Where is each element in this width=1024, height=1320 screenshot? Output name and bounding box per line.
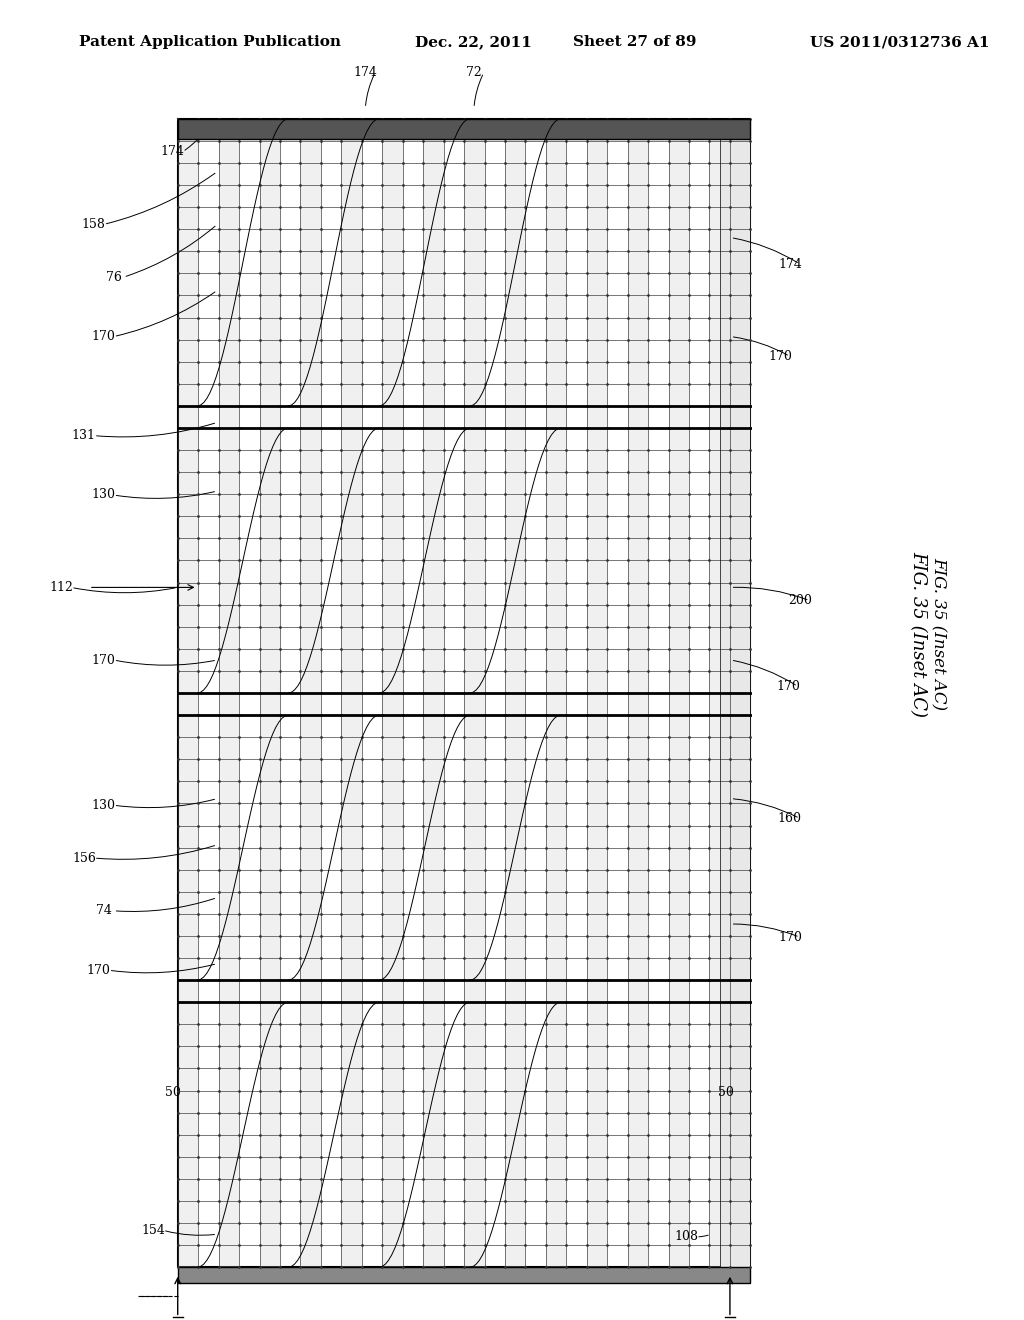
Bar: [505, 119, 525, 1267]
Text: 170: 170: [92, 330, 116, 343]
Bar: [178, 119, 199, 1267]
Text: 174: 174: [353, 66, 377, 79]
Bar: [300, 119, 321, 1267]
Bar: [720, 119, 751, 1267]
Text: US 2011/0312736 A1: US 2011/0312736 A1: [810, 36, 989, 49]
Bar: [178, 119, 751, 1267]
Text: 50: 50: [718, 1086, 733, 1100]
Text: Dec. 22, 2011: Dec. 22, 2011: [415, 36, 531, 49]
Text: 170: 170: [87, 964, 111, 977]
Bar: [546, 119, 566, 1267]
Text: 174: 174: [778, 257, 802, 271]
Bar: [464, 119, 484, 1267]
Text: 160: 160: [778, 812, 802, 825]
Text: FIG. 35 (Inset AC): FIG. 35 (Inset AC): [909, 550, 928, 717]
Bar: [423, 119, 443, 1267]
Text: FIG. 35 (Inset AC): FIG. 35 (Inset AC): [930, 557, 946, 710]
Text: Patent Application Publication: Patent Application Publication: [79, 36, 341, 49]
Text: 174: 174: [161, 145, 184, 158]
Text: 130: 130: [92, 799, 116, 812]
Text: 154: 154: [141, 1224, 165, 1237]
Bar: [219, 119, 239, 1267]
Text: 131: 131: [72, 429, 96, 442]
Text: 76: 76: [105, 271, 122, 284]
Text: 112: 112: [49, 581, 73, 594]
Text: 108: 108: [674, 1230, 698, 1243]
Text: 156: 156: [72, 851, 96, 865]
Text: 170: 170: [778, 931, 802, 944]
Text: 72: 72: [466, 66, 482, 79]
Text: 130: 130: [92, 488, 116, 502]
Bar: [259, 119, 280, 1267]
Bar: [628, 119, 648, 1267]
Text: 200: 200: [787, 594, 812, 607]
Bar: [382, 119, 402, 1267]
Bar: [178, 1267, 751, 1283]
Bar: [178, 119, 751, 139]
Bar: [341, 119, 361, 1267]
Text: Sheet 27 of 89: Sheet 27 of 89: [572, 36, 696, 49]
Text: 158: 158: [82, 218, 105, 231]
Bar: [587, 119, 607, 1267]
Text: 170: 170: [768, 350, 792, 363]
Bar: [669, 119, 689, 1267]
Text: 50: 50: [165, 1086, 180, 1100]
Text: 170: 170: [776, 680, 800, 693]
Text: 170: 170: [92, 653, 116, 667]
Bar: [710, 119, 730, 1267]
Text: 74: 74: [95, 904, 112, 917]
